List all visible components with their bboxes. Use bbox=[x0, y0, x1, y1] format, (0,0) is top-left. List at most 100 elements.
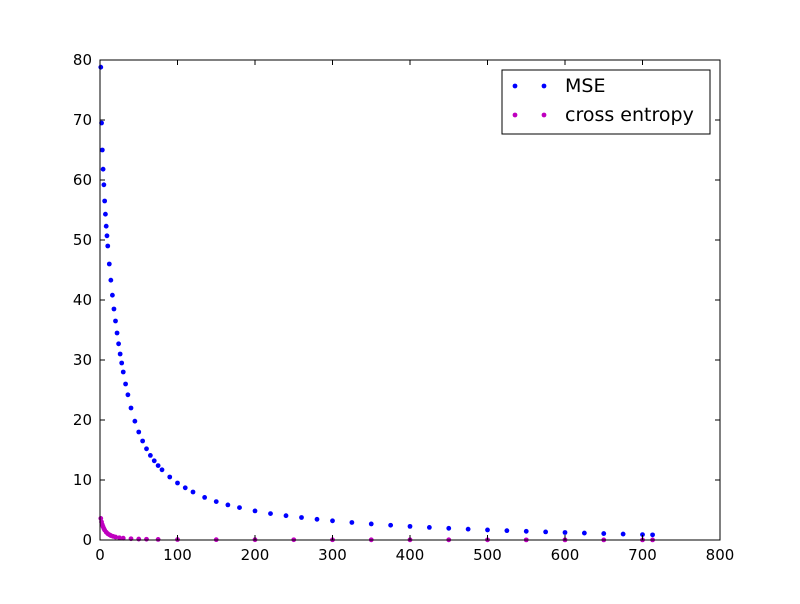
data-point bbox=[213, 499, 219, 504]
data-point bbox=[268, 511, 273, 516]
data-point bbox=[116, 535, 122, 541]
x-tick-label: 500 bbox=[473, 546, 502, 564]
plot-frame bbox=[99, 59, 721, 541]
legend-cross-entropy-marker bbox=[541, 112, 547, 118]
data-point bbox=[101, 182, 107, 188]
legend-mse-marker bbox=[541, 83, 547, 89]
data-point bbox=[103, 211, 108, 217]
data-point bbox=[299, 515, 304, 520]
data-point bbox=[140, 438, 146, 444]
data-point bbox=[144, 446, 149, 452]
data-point bbox=[151, 458, 157, 464]
data-point bbox=[106, 261, 112, 267]
legend-label-mse: MSE bbox=[565, 75, 605, 97]
data-point bbox=[237, 505, 242, 510]
series-cross-entropy bbox=[98, 516, 655, 543]
data-point bbox=[190, 489, 196, 495]
data-point bbox=[523, 528, 529, 534]
series-mse bbox=[98, 64, 655, 538]
legend-mse-marker bbox=[512, 83, 518, 89]
data-point bbox=[104, 233, 110, 239]
data-point bbox=[368, 521, 374, 527]
data-point bbox=[120, 535, 126, 541]
data-point bbox=[349, 520, 355, 525]
data-point bbox=[105, 243, 111, 249]
data-point bbox=[252, 508, 258, 514]
data-point bbox=[108, 277, 114, 283]
data-point bbox=[407, 523, 413, 529]
x-tick-label: 200 bbox=[241, 546, 270, 564]
data-point bbox=[175, 480, 180, 486]
y-tick-label: 60 bbox=[73, 171, 92, 189]
x-tick-label: 700 bbox=[628, 546, 657, 564]
data-point bbox=[111, 306, 117, 312]
data-point bbox=[132, 418, 138, 424]
data-point bbox=[562, 530, 568, 535]
data-point bbox=[144, 536, 149, 542]
data-point bbox=[465, 526, 471, 532]
data-point bbox=[100, 166, 106, 172]
y-tick-label: 20 bbox=[73, 411, 92, 429]
y-tick-label: 40 bbox=[73, 291, 92, 309]
data-point bbox=[117, 351, 123, 357]
data-point bbox=[640, 532, 645, 537]
data-point bbox=[120, 369, 126, 375]
y-tick-label: 0 bbox=[82, 531, 92, 549]
y-tick-label: 10 bbox=[73, 471, 92, 489]
data-point bbox=[543, 529, 549, 535]
data-point bbox=[283, 513, 289, 519]
data-point bbox=[202, 495, 208, 500]
data-point bbox=[426, 525, 432, 530]
legend-entry-cross-entropy: cross entropy bbox=[512, 104, 694, 126]
data-point bbox=[147, 453, 153, 458]
legend-box bbox=[501, 69, 711, 135]
x-tick-label: 300 bbox=[318, 546, 347, 564]
data-point bbox=[159, 467, 165, 473]
x-tick-label: 600 bbox=[551, 546, 580, 564]
x-tick-label: 800 bbox=[706, 546, 735, 564]
data-point bbox=[99, 147, 105, 153]
legend: MSE cross entropy bbox=[501, 69, 711, 135]
data-point bbox=[114, 330, 120, 336]
data-point bbox=[485, 527, 490, 533]
y-tick-label: 70 bbox=[73, 111, 92, 129]
y-tick-label: 30 bbox=[73, 351, 92, 369]
data-point bbox=[116, 341, 121, 347]
data-point bbox=[581, 530, 587, 536]
x-tick-label: 0 bbox=[95, 546, 105, 564]
data-point bbox=[155, 463, 161, 468]
data-point bbox=[113, 534, 118, 540]
data-point bbox=[136, 429, 142, 435]
data-point bbox=[314, 516, 320, 522]
data-point bbox=[620, 531, 626, 537]
series-layer bbox=[98, 64, 655, 543]
data-point bbox=[102, 198, 108, 204]
data-point bbox=[650, 532, 655, 538]
data-point bbox=[113, 318, 118, 324]
data-point bbox=[504, 528, 510, 534]
data-point bbox=[155, 537, 161, 542]
x-tick-label: 100 bbox=[163, 546, 192, 564]
data-point bbox=[167, 474, 173, 480]
data-point bbox=[225, 502, 231, 508]
data-point bbox=[601, 531, 607, 536]
data-point bbox=[128, 405, 134, 411]
data-point bbox=[388, 522, 394, 528]
data-point bbox=[123, 381, 128, 387]
legend-cross-entropy-marker bbox=[512, 112, 518, 118]
data-point bbox=[125, 392, 131, 398]
legend-entry-mse: MSE bbox=[512, 75, 605, 97]
data-point bbox=[136, 536, 142, 542]
ticks-layer: 0 100 200 300 400 500 600 700 800 0 10 20 30 40 50 60 70… bbox=[73, 51, 734, 564]
y-tick-label: 50 bbox=[73, 231, 92, 249]
data-point bbox=[119, 360, 125, 366]
data-point bbox=[330, 518, 335, 524]
data-point bbox=[110, 292, 115, 298]
legend-label-cross-entropy: cross entropy bbox=[565, 104, 694, 126]
data-point bbox=[98, 64, 104, 70]
y-tick-label: 80 bbox=[73, 51, 92, 69]
data-point bbox=[103, 223, 109, 229]
data-point bbox=[446, 525, 452, 531]
